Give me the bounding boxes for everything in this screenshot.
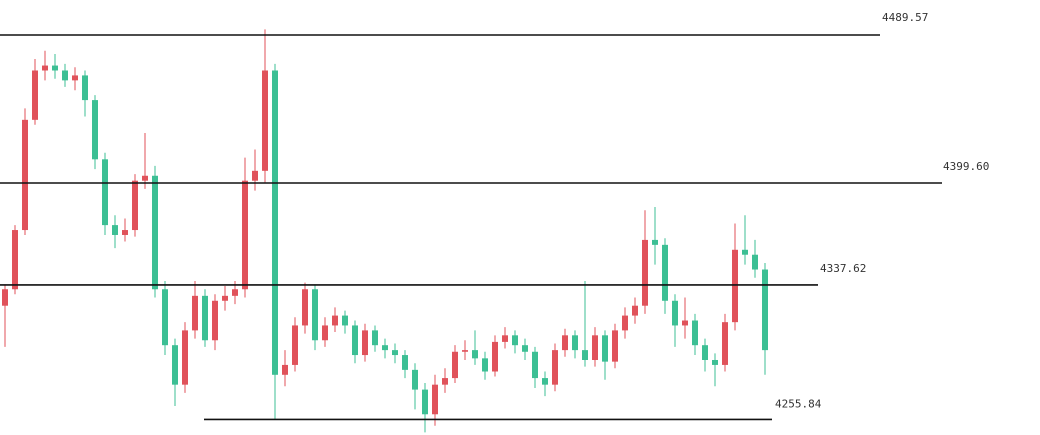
candle-body xyxy=(762,269,768,351)
candle-body xyxy=(142,175,148,181)
candle-body xyxy=(112,225,118,235)
candle-body xyxy=(152,175,158,290)
candle-body xyxy=(22,119,28,231)
candle-body xyxy=(612,330,618,362)
candle-body xyxy=(252,170,258,181)
candle-body xyxy=(512,335,518,346)
candle-body xyxy=(312,289,318,341)
candle-body xyxy=(282,364,288,375)
candle-body xyxy=(172,345,178,385)
candle-body xyxy=(262,70,268,171)
candle-body xyxy=(182,330,188,385)
candle-body xyxy=(532,351,538,379)
candle-body xyxy=(12,230,18,290)
candle-body xyxy=(562,335,568,351)
candle-body xyxy=(42,65,48,71)
candle-body xyxy=(442,378,448,385)
candle-body xyxy=(2,289,8,306)
candle-body xyxy=(452,351,458,379)
candle-body xyxy=(212,300,218,341)
candle-body xyxy=(362,330,368,356)
candle-body xyxy=(492,341,498,372)
candle-body xyxy=(592,335,598,360)
candle-body xyxy=(632,305,638,316)
candle-body xyxy=(472,350,478,359)
candle-body xyxy=(192,295,198,331)
candle-body xyxy=(582,350,588,360)
candle-body xyxy=(622,315,628,331)
candle-body xyxy=(92,100,98,160)
candle-body xyxy=(382,345,388,351)
candle-body xyxy=(672,300,678,326)
candle-body xyxy=(352,325,358,356)
candle-body xyxy=(722,322,728,365)
candle-body xyxy=(522,345,528,352)
level-label: 4255.84 xyxy=(775,397,822,410)
candle-body xyxy=(412,369,418,390)
candle-body xyxy=(392,350,398,356)
level-label: 4489.57 xyxy=(882,11,928,24)
level-label: 4337.62 xyxy=(820,262,866,275)
candle-body xyxy=(432,384,438,415)
candle-body xyxy=(422,389,428,415)
candle-body xyxy=(702,345,708,360)
candle-body xyxy=(482,358,488,372)
candle-body xyxy=(732,249,738,323)
candle-body xyxy=(72,75,78,81)
candle-body xyxy=(272,70,278,375)
candle-body xyxy=(332,315,338,326)
candle-body xyxy=(552,350,558,385)
candle-body xyxy=(502,335,508,342)
candle-body xyxy=(132,180,138,231)
candle-body xyxy=(342,315,348,326)
candle-body xyxy=(62,70,68,81)
candle-body xyxy=(52,65,58,71)
candle-body xyxy=(122,230,128,235)
candle-body xyxy=(652,239,658,245)
candle-body xyxy=(162,289,168,346)
candle-body xyxy=(462,350,468,352)
candle-body xyxy=(602,335,608,362)
candle-body xyxy=(102,159,108,226)
candle-body xyxy=(322,325,328,341)
candle-body xyxy=(292,325,298,365)
candle-body xyxy=(402,355,408,370)
candle-body xyxy=(692,320,698,346)
candle-body xyxy=(242,180,248,290)
candle-body xyxy=(222,295,228,301)
candle-body xyxy=(372,330,378,346)
candle-body xyxy=(742,249,748,255)
candle-body xyxy=(302,289,308,326)
candle-body xyxy=(32,70,38,120)
candle-body xyxy=(202,295,208,341)
candle-body xyxy=(82,75,88,101)
candle-body xyxy=(542,378,548,385)
candle-body xyxy=(662,244,668,301)
level-label: 4399.60 xyxy=(943,160,989,173)
candle-body xyxy=(232,289,238,296)
candle-body xyxy=(572,335,578,351)
candle-body xyxy=(752,254,758,270)
candle-body xyxy=(712,359,718,365)
candle-body xyxy=(682,320,688,326)
candle-body xyxy=(642,239,648,306)
